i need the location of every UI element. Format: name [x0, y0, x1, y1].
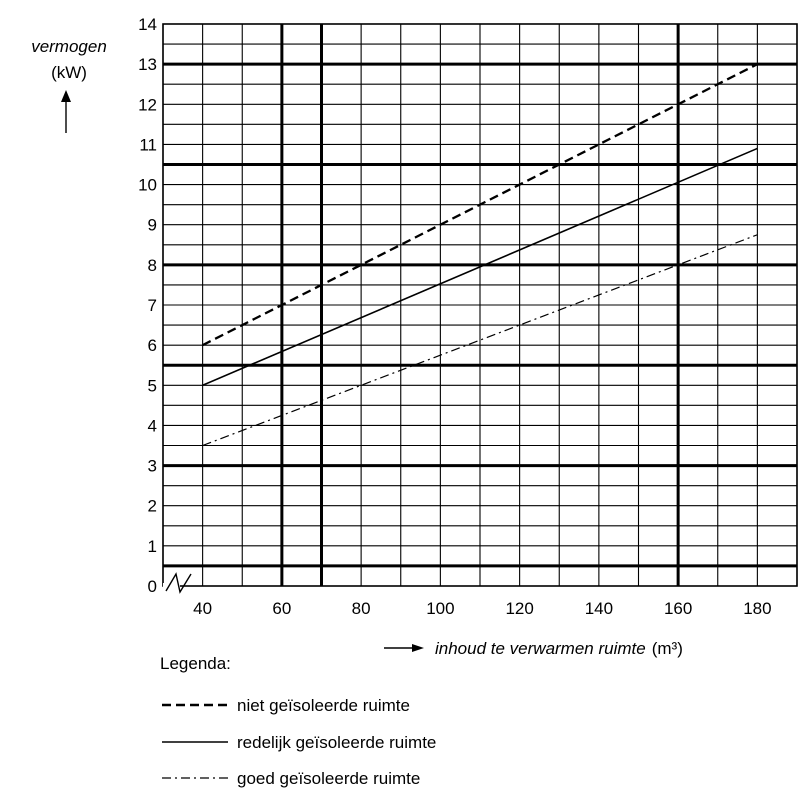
x-tick-label: 60	[272, 599, 291, 618]
x-tick-labels: 40 60 80 100 120 140 160 180	[193, 599, 771, 618]
x-axis-label-unit: (m³)	[652, 639, 683, 658]
legend-item-label: niet geïsoleerde ruimte	[237, 696, 410, 715]
legend-item-label: redelijk geïsoleerde ruimte	[237, 733, 436, 752]
grid-major	[162, 23, 798, 587]
y-tick-label: 0	[148, 577, 157, 596]
y-tick-label: 8	[148, 256, 157, 275]
x-tick-label: 180	[743, 599, 771, 618]
y-tick-label: 9	[148, 216, 157, 235]
x-tick-label: 80	[352, 599, 371, 618]
y-tick-label: 10	[138, 176, 157, 195]
y-axis-arrow-icon	[61, 90, 71, 133]
y-tick-label: 12	[138, 95, 157, 114]
y-tick-label: 3	[148, 457, 157, 476]
x-tick-label: 40	[193, 599, 212, 618]
y-tick-label: 14	[138, 15, 157, 34]
legend-title: Legenda:	[160, 654, 231, 673]
x-tick-label: 160	[664, 599, 692, 618]
x-axis-arrow-icon	[384, 644, 424, 652]
y-tick-label: 2	[148, 497, 157, 516]
y-axis-unit: (kW)	[51, 63, 87, 82]
x-axis-label: inhoud te verwarmen ruimte (m³)	[435, 639, 683, 658]
grid-minor	[162, 23, 798, 587]
x-tick-label: 140	[585, 599, 613, 618]
x-axis-label-name: inhoud te verwarmen ruimte	[435, 639, 646, 658]
y-tick-label: 1	[148, 537, 157, 556]
series-group	[202, 63, 758, 447]
y-tick-label: 13	[138, 55, 157, 74]
y-axis-label: vermogen	[31, 37, 107, 56]
axis-break-icon	[163, 572, 192, 594]
y-tick-label: 11	[139, 135, 157, 154]
y-tick-label: 7	[148, 296, 157, 315]
x-tick-label: 120	[505, 599, 533, 618]
series-line-solid	[202, 147, 758, 387]
series-line-dashed	[202, 63, 758, 347]
y-tick-label: 6	[148, 336, 157, 355]
plot-frame	[162, 23, 798, 587]
legend: Legenda: niet geïsoleerde ruimte redelij…	[160, 654, 436, 788]
y-tick-label: 4	[148, 416, 157, 435]
y-tick-label: 5	[148, 376, 157, 395]
x-tick-label: 100	[426, 599, 454, 618]
legend-item-label: goed geïsoleerde ruimte	[237, 769, 420, 788]
series-line-dash-dot	[202, 234, 758, 447]
